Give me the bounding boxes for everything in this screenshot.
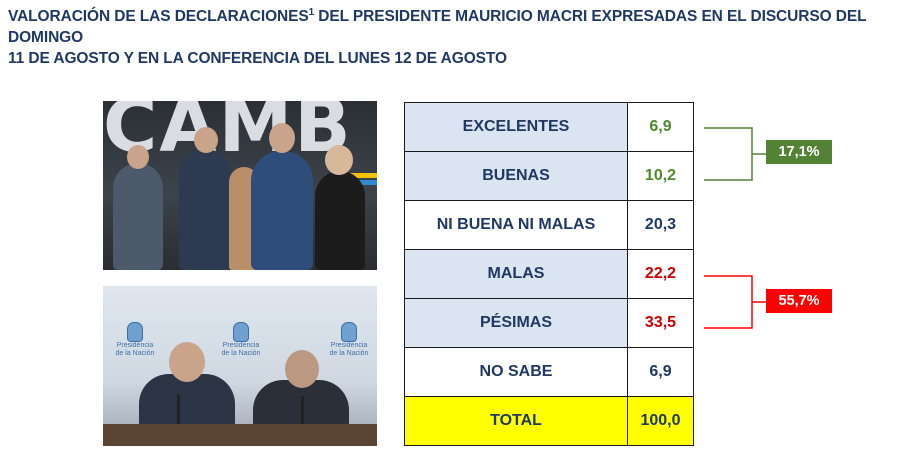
results-table-body: EXCELENTES 6,9 BUENAS 10,2 NI BUENA NI MALAS… xyxy=(404,102,694,446)
person-head xyxy=(194,127,218,153)
crest-icon xyxy=(233,322,249,342)
row-label: MALAS xyxy=(404,249,628,299)
person-head xyxy=(127,145,149,169)
person-head xyxy=(325,145,353,175)
row-label: PÉSIMAS xyxy=(404,298,628,348)
row-value: 6,9 xyxy=(627,102,694,152)
results-table: EXCELENTES 6,9 BUENAS 10,2 NI BUENA NI MALAS… xyxy=(404,102,694,446)
person-figure xyxy=(113,163,163,270)
row-label: NI BUENA NI MALAS xyxy=(404,200,628,250)
table-row: EXCELENTES 6,9 xyxy=(404,102,694,152)
backdrop-label: Presidencia de la Nación xyxy=(329,342,369,357)
total-value: 100,0 xyxy=(627,396,694,446)
row-label: EXCELENTES xyxy=(404,102,628,152)
person-head xyxy=(269,123,295,153)
positive-bracket-line xyxy=(704,127,753,181)
table-row: PÉSIMAS 33,5 xyxy=(404,298,694,348)
person-figure xyxy=(179,149,231,270)
backdrop-label: Presidencia de la Nación xyxy=(115,342,155,357)
backdrop-label: Presidencia de la Nación xyxy=(221,342,261,357)
title-footnote-mark: 1 xyxy=(308,6,315,18)
row-label: BUENAS xyxy=(404,151,628,201)
person-head xyxy=(285,350,319,388)
person-figure xyxy=(315,171,365,270)
table-row: NO SABE 6,9 xyxy=(404,347,694,397)
row-value: 6,9 xyxy=(627,347,694,397)
person-figure xyxy=(251,151,313,270)
negative-bracket-line xyxy=(704,275,753,329)
press-desk xyxy=(103,424,377,446)
positive-total-badge: 17,1% xyxy=(766,140,832,164)
total-label: TOTAL xyxy=(404,396,628,446)
negative-total-badge: 55,7% xyxy=(766,289,832,313)
row-value: 22,2 xyxy=(627,249,694,299)
table-row: BUENAS 10,2 xyxy=(404,151,694,201)
row-value: 20,3 xyxy=(627,200,694,250)
page-title: VALORACIÓN DE LAS DECLARACIONES1 DEL PRE… xyxy=(8,6,898,69)
sign-stripe-yellow xyxy=(339,173,377,178)
crest-icon xyxy=(127,322,143,342)
microphone-icon xyxy=(301,396,304,426)
negative-group-bracket xyxy=(704,275,766,329)
microphone-icon xyxy=(177,394,180,426)
row-label: NO SABE xyxy=(404,347,628,397)
positive-group-bracket xyxy=(704,127,766,181)
person-head xyxy=(169,342,205,382)
crest-icon xyxy=(341,322,357,342)
title-line1-end: DEL PRESIDENTE MAURICIO MACRI EXPRESADAS… xyxy=(8,8,867,46)
rally-photo: CAMB xyxy=(103,101,377,270)
press-conference-photo: Presidencia de la Nación Presidencia de … xyxy=(103,286,377,446)
title-line2: 11 DE AGOSTO Y EN LA CONFERENCIA DEL LUN… xyxy=(8,50,507,67)
title-line1-start: VALORACIÓN DE LAS DECLARACIONES xyxy=(8,8,309,25)
total-row: TOTAL 100,0 xyxy=(404,396,694,446)
row-value: 10,2 xyxy=(627,151,694,201)
table-row: MALAS 22,2 xyxy=(404,249,694,299)
table-row: NI BUENA NI MALAS 20,3 xyxy=(404,200,694,250)
row-value: 33,5 xyxy=(627,298,694,348)
